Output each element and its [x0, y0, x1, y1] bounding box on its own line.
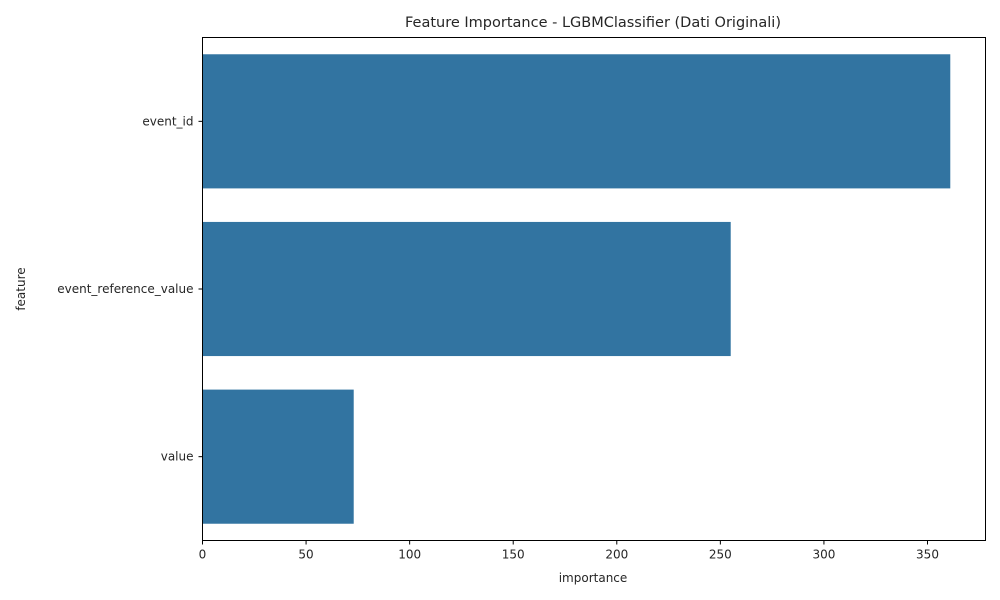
plot-frame	[202, 37, 986, 541]
y-axis-label: feature	[14, 267, 28, 310]
x-tick-label: 0	[199, 548, 207, 562]
x-tick-label: 150	[502, 548, 525, 562]
chart-title: Feature Importance - LGBMClassifier (Dat…	[405, 15, 781, 31]
x-axis-ticks: 0 50 100 150 200 250 300 350	[199, 540, 939, 562]
x-tick-label: 50	[298, 548, 313, 562]
bar-value	[202, 389, 354, 524]
x-tick-label: 250	[709, 548, 732, 562]
x-tick-label: 350	[916, 548, 939, 562]
x-tick-label: 200	[605, 548, 628, 562]
bar-event_reference_value	[202, 221, 731, 357]
y-tick-label: event_reference_value	[57, 282, 193, 296]
x-axis-label: importance	[559, 571, 628, 585]
y-tick-label: event_id	[142, 114, 193, 128]
x-tick-label: 100	[398, 548, 421, 562]
bars	[202, 54, 951, 524]
bar-event_id	[202, 54, 951, 189]
y-tick-label: value	[161, 450, 194, 464]
x-tick-label: 300	[812, 548, 835, 562]
